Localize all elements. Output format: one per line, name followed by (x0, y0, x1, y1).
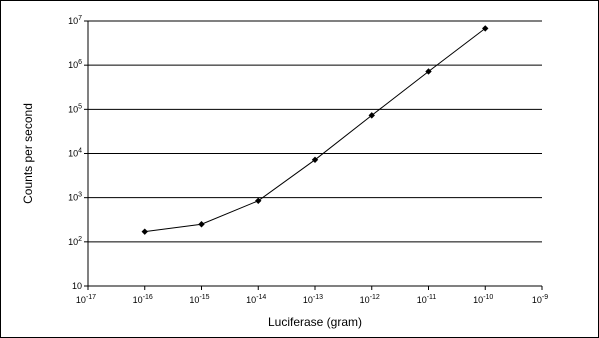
y-tick-label: 107 (68, 15, 82, 26)
x-tick-label: 10-14 (246, 294, 266, 305)
x-tick-label: 10-15 (189, 294, 209, 305)
x-tick-label: 10-16 (133, 294, 153, 305)
data-point-marker (311, 156, 319, 164)
x-tick-label: 10-10 (473, 294, 493, 305)
tick-labels: 10 102 103 104 105 106 107 10-17 10-16 10-15 10-14… (68, 15, 548, 305)
data-series (141, 25, 489, 235)
x-axis-title: Luciferase (gram) (268, 315, 362, 329)
y-tick-label: 105 (68, 103, 82, 114)
x-tick-label: 10-11 (417, 294, 437, 305)
x-tick-label: 10-9 (532, 294, 548, 305)
data-point-marker (255, 197, 262, 204)
y-tick-label: 102 (68, 236, 82, 247)
y-tick-label: 106 (68, 59, 82, 70)
y-axis-title: Counts per second (21, 103, 35, 204)
data-point-marker (368, 112, 375, 119)
axes (84, 20, 543, 290)
series-line (144, 27, 486, 233)
data-point-marker (482, 25, 489, 32)
data-point-marker (198, 221, 205, 228)
y-tick-label: 103 (68, 192, 82, 203)
gridlines (88, 20, 542, 243)
x-tick-label: 10-12 (360, 294, 380, 305)
x-tick-label: 10-13 (303, 294, 323, 305)
x-tick-label: 10-17 (76, 294, 96, 305)
data-point-marker (141, 228, 148, 235)
data-point-marker (425, 68, 432, 75)
y-tick-label: 104 (68, 148, 82, 159)
y-tick-label: 10 (72, 281, 82, 291)
